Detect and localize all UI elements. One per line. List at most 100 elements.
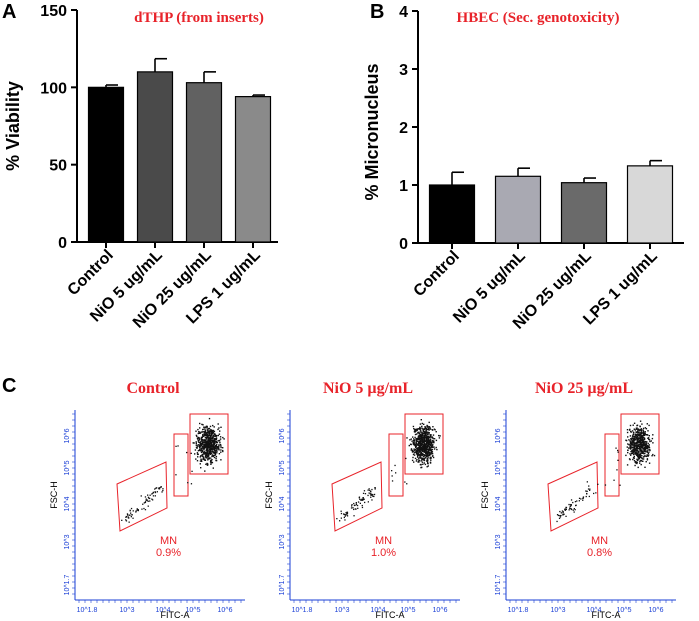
flow-event — [419, 437, 422, 439]
flow-event — [416, 440, 418, 442]
flow-event — [201, 441, 204, 443]
flow-event — [213, 437, 215, 440]
flow-event — [646, 434, 648, 436]
flow-event — [424, 427, 426, 430]
flow-event — [218, 445, 220, 447]
flow-event — [647, 449, 649, 451]
flow-event — [640, 428, 643, 430]
flow-event — [220, 445, 222, 447]
flow-event — [644, 452, 646, 455]
flow-event — [642, 445, 645, 447]
flow-event — [639, 445, 641, 447]
flow-event — [430, 457, 432, 459]
flow-event — [350, 507, 353, 509]
flow-event — [215, 457, 217, 460]
flow-event — [642, 433, 645, 436]
flow-event — [213, 441, 215, 444]
flow-event — [420, 436, 422, 439]
flow-event — [217, 447, 220, 449]
flow-event — [418, 459, 420, 462]
flow-event — [422, 432, 425, 435]
flow-event — [641, 452, 643, 454]
flow-event — [644, 427, 647, 429]
flow-event — [212, 435, 215, 437]
flow-event — [415, 430, 417, 432]
flow-event — [647, 455, 649, 457]
flow-event — [362, 497, 364, 499]
flow-event — [202, 431, 205, 433]
flow-event — [201, 423, 203, 426]
flow-event — [125, 516, 127, 518]
flow-event — [423, 447, 425, 449]
flow-event — [637, 456, 639, 458]
mn-gate — [331, 461, 383, 532]
flow-event — [215, 446, 217, 448]
flow-event — [428, 446, 431, 448]
flow-event — [641, 457, 643, 459]
flow-event — [213, 443, 216, 446]
flow-event — [197, 428, 199, 431]
flow-event — [217, 428, 219, 431]
flow-event — [206, 443, 209, 445]
flow-event — [653, 454, 656, 457]
flow-x-tick-label: 10^3 — [551, 607, 566, 614]
flow-event — [420, 435, 422, 438]
flow-event — [427, 439, 429, 441]
flow-y-tick-label: 10^1.7 — [495, 574, 502, 595]
flow-event — [220, 459, 222, 461]
flow-event — [563, 513, 565, 515]
flow-event — [219, 430, 221, 432]
flow-event — [419, 445, 422, 448]
panel-c: C Control 10^1.7 10^3 10^4 10^5 10^6 10^1.8 10^… — [2, 375, 676, 620]
flow-event — [121, 519, 123, 521]
flow-event — [433, 440, 435, 443]
flow-event — [411, 450, 414, 452]
flow-event — [632, 438, 635, 440]
flow-event — [421, 433, 423, 435]
flow-event — [640, 463, 642, 466]
flow-event — [639, 460, 641, 462]
flow-event — [422, 444, 424, 446]
flow-event — [424, 457, 426, 459]
flow-event — [630, 446, 632, 449]
flow-event — [190, 483, 193, 485]
flow-event — [416, 438, 419, 441]
flow-event — [431, 446, 433, 448]
flow-event — [373, 495, 375, 498]
flow-event — [644, 451, 647, 453]
flow-event — [343, 516, 345, 519]
flow-event — [201, 439, 203, 441]
flow-event — [416, 458, 418, 461]
flow-event — [635, 427, 638, 429]
flow-event — [369, 493, 371, 495]
flow-x-tick-label: 10^4 — [587, 607, 602, 614]
flow-event — [205, 444, 208, 446]
flow-event — [340, 512, 343, 515]
flow-event — [629, 448, 632, 450]
flow-plot: Control 10^1.7 10^3 10^4 10^5 10^6 10^1.8 10^3 1… — [49, 380, 245, 620]
flow-event — [202, 434, 204, 436]
flow-event — [373, 493, 376, 496]
flow-event — [633, 455, 635, 458]
flow-event — [572, 501, 574, 504]
flow-event — [213, 440, 215, 442]
flow-event — [421, 466, 423, 469]
flow-event — [641, 444, 643, 446]
flow-event — [205, 438, 208, 440]
flow-y-tick-label: 10^6 — [64, 428, 71, 443]
flow-event — [421, 439, 424, 441]
flow-event — [559, 510, 561, 513]
flow-event — [202, 439, 205, 441]
flow-event — [357, 507, 359, 509]
flow-event — [412, 439, 415, 442]
flow-event — [213, 456, 216, 459]
flow-event — [632, 452, 635, 454]
flow-event — [201, 440, 203, 442]
flow-event — [197, 437, 199, 439]
flow-event — [420, 454, 422, 457]
cell-gate — [404, 413, 444, 475]
flow-event — [633, 459, 636, 462]
flow-event — [646, 454, 648, 456]
flow-event — [429, 441, 431, 444]
flow-event — [636, 443, 638, 445]
